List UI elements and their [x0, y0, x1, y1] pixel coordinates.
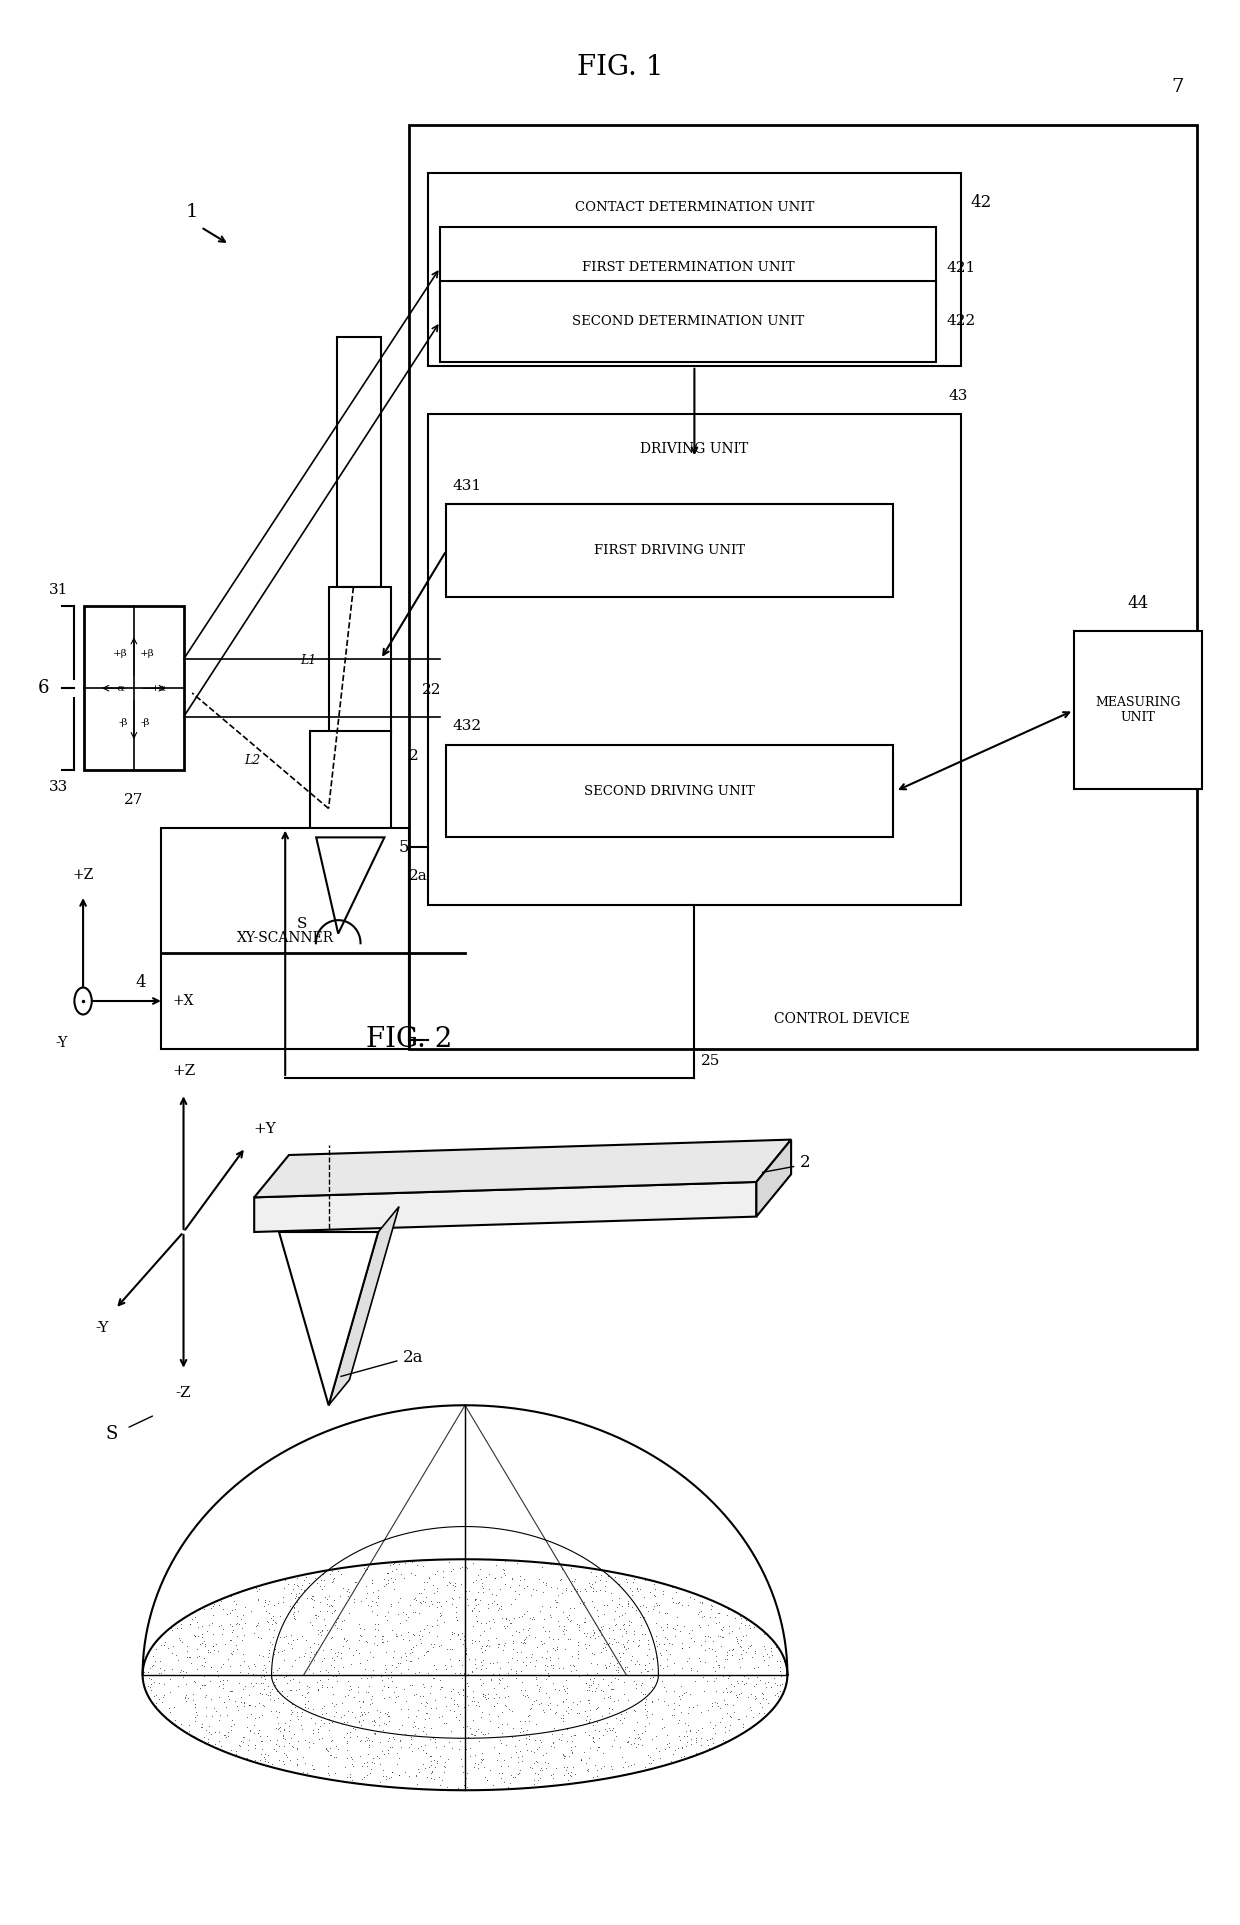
Text: 2a: 2a [403, 1349, 424, 1365]
Text: MEASURING
UNIT: MEASURING UNIT [1095, 697, 1180, 724]
Text: 421: 421 [946, 260, 976, 275]
Polygon shape [316, 837, 384, 934]
Text: 44: 44 [1127, 595, 1148, 612]
Bar [161, 828, 409, 1049]
Text: 22: 22 [422, 683, 441, 697]
Text: 31: 31 [48, 583, 68, 597]
Text: +Z: +Z [72, 868, 94, 882]
Text: -Z: -Z [176, 1386, 191, 1399]
Text: -Y: -Y [56, 1036, 68, 1049]
Text: SECOND DRIVING UNIT: SECOND DRIVING UNIT [584, 785, 755, 797]
Polygon shape [329, 1207, 399, 1405]
Text: 432: 432 [453, 720, 481, 733]
Bar [84, 606, 184, 770]
Text: +X: +X [172, 993, 193, 1009]
Bar [310, 732, 391, 837]
Text: 25: 25 [701, 1055, 720, 1068]
Text: +Z: +Z [172, 1065, 195, 1078]
Bar [440, 227, 936, 308]
Text: 2a: 2a [409, 868, 428, 884]
Text: 5: 5 [399, 839, 409, 855]
Text: FIRST DRIVING UNIT: FIRST DRIVING UNIT [594, 545, 745, 556]
Text: XY-SCANNER: XY-SCANNER [237, 932, 334, 945]
Bar [337, 337, 381, 587]
Text: -β: -β [140, 718, 150, 728]
Text: S: S [105, 1424, 118, 1444]
Text: 4: 4 [135, 974, 146, 991]
Text: +β: +β [140, 649, 155, 658]
Text: -α: -α [114, 683, 124, 693]
Circle shape [74, 988, 92, 1014]
Bar [440, 281, 936, 362]
Bar [446, 504, 893, 597]
Bar [446, 745, 893, 837]
Bar [428, 173, 961, 366]
Text: +Y: +Y [253, 1122, 275, 1136]
Polygon shape [756, 1140, 791, 1217]
Text: +α: +α [151, 683, 167, 693]
Text: L2: L2 [244, 755, 260, 766]
Text: L1: L1 [300, 654, 316, 666]
Polygon shape [254, 1182, 756, 1232]
Text: 2: 2 [800, 1155, 811, 1170]
Polygon shape [254, 1140, 791, 1197]
Text: 27: 27 [124, 793, 144, 807]
Text: DRIVING UNIT: DRIVING UNIT [640, 441, 749, 456]
Text: S: S [296, 916, 308, 932]
Text: FIG. 2: FIG. 2 [366, 1026, 453, 1053]
Text: 42: 42 [971, 194, 992, 210]
Text: 422: 422 [946, 314, 976, 329]
Text: 43: 43 [949, 389, 968, 402]
Bar [329, 587, 391, 732]
Text: -Y: -Y [95, 1321, 109, 1334]
Text: +β: +β [113, 649, 128, 658]
Bar [409, 125, 1197, 1049]
Text: CONTROL DEVICE: CONTROL DEVICE [775, 1013, 910, 1026]
Bar [1074, 631, 1202, 789]
Text: 7: 7 [1172, 79, 1184, 96]
Text: 1: 1 [186, 202, 198, 221]
Text: SECOND DETERMINATION UNIT: SECOND DETERMINATION UNIT [572, 316, 805, 327]
Text: 6: 6 [38, 680, 50, 697]
Text: 431: 431 [453, 479, 481, 493]
Text: CONTACT DETERMINATION UNIT: CONTACT DETERMINATION UNIT [574, 202, 815, 214]
Text: -β: -β [118, 718, 128, 728]
Bar [428, 414, 961, 905]
Text: FIG. 1: FIG. 1 [577, 54, 663, 81]
Text: FIRST DETERMINATION UNIT: FIRST DETERMINATION UNIT [582, 262, 795, 273]
Text: 2: 2 [409, 749, 419, 762]
Text: 33: 33 [48, 780, 68, 793]
Polygon shape [279, 1232, 378, 1405]
